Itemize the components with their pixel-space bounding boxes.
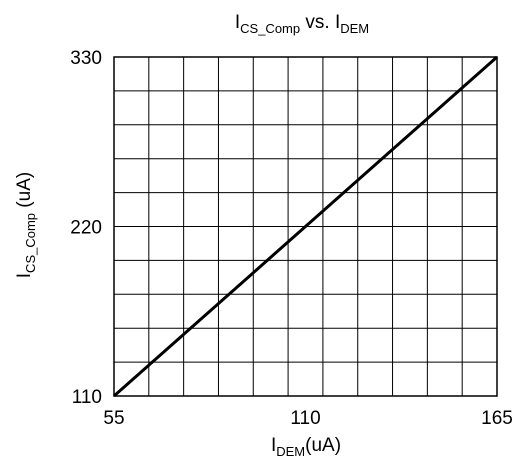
grid	[114, 57, 497, 396]
y-tick-label: 330	[70, 48, 102, 69]
x-tick-label: 55	[103, 408, 124, 429]
plot-frame	[113, 56, 498, 397]
x-axis-label: IDEM(uA)	[271, 435, 341, 459]
chart-title: ICS_Comp vs. IDEM	[235, 12, 369, 36]
series-layer	[113, 55, 498, 398]
y-tick-label: 220	[70, 218, 102, 239]
y-axis-label: ICS_Comp (uA)	[14, 172, 38, 278]
series-line-0	[113, 55, 498, 398]
x-tick-label: 110	[290, 408, 320, 429]
y-tick-label: 110	[72, 387, 102, 408]
x-tick-label: 165	[481, 408, 513, 429]
